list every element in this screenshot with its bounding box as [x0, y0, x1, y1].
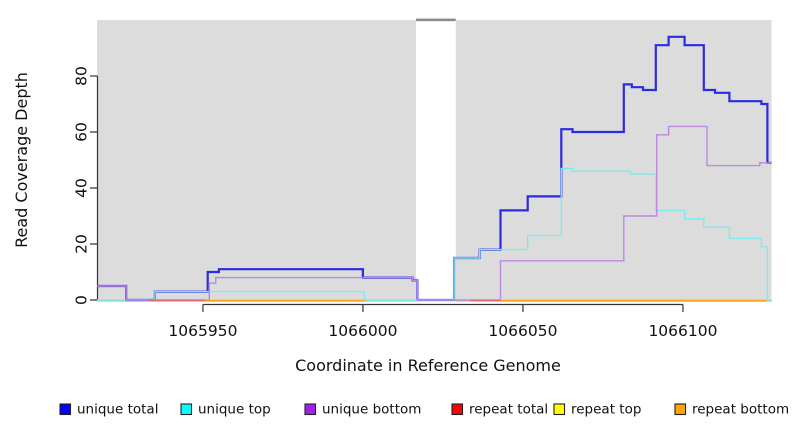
y-tick-label: 60: [73, 122, 91, 142]
y-tick-label: 0: [73, 295, 91, 305]
legend-swatch-repeat-total: [451, 403, 464, 416]
legend-swatch-repeat-top: [553, 403, 566, 416]
x-axis-title: Coordinate in Reference Genome: [295, 356, 561, 375]
y-axis-title: Read Coverage Depth: [12, 72, 31, 248]
gap-top-marker: [416, 18, 456, 22]
legend-label-unique-total: unique total: [77, 402, 158, 418]
series-lines: [97, 35, 772, 302]
legend-swatch-unique-total: [59, 403, 72, 416]
covered-region: [97, 20, 417, 302]
gap-region: [416, 20, 456, 302]
covered-region: [455, 20, 772, 302]
legend-label-unique-bottom: unique bottom: [322, 402, 421, 418]
y-tick-label: 20: [73, 234, 91, 254]
x-tick-label: 1065950: [168, 322, 237, 340]
legend-swatch-unique-bottom: [304, 403, 317, 416]
series-line-unique-bottom: [97, 125, 772, 301]
x-tick-label: 1066100: [648, 322, 717, 340]
legend-swatch-repeat-bottom: [674, 403, 687, 416]
legend: unique total unique top unique bottom repea…: [59, 402, 789, 418]
legend-swatch-unique-top: [180, 403, 193, 416]
legend-label-repeat-top: repeat top: [571, 402, 641, 418]
x-tick-label: 1066000: [328, 322, 397, 340]
x-tick-label: 1066050: [488, 322, 557, 340]
series-line-unique-total: [97, 35, 772, 302]
legend-label-repeat-bottom: repeat bottom: [692, 402, 789, 418]
axes: 0 20 40 60 80 1065950 1066000 1066050 1066100: [73, 66, 718, 340]
legend-label-repeat-total: repeat total: [469, 402, 548, 418]
plot-background: [97, 18, 772, 302]
y-tick-label: 40: [73, 178, 91, 198]
legend-label-unique-top: unique top: [198, 402, 271, 418]
y-tick-label: 80: [73, 66, 91, 86]
